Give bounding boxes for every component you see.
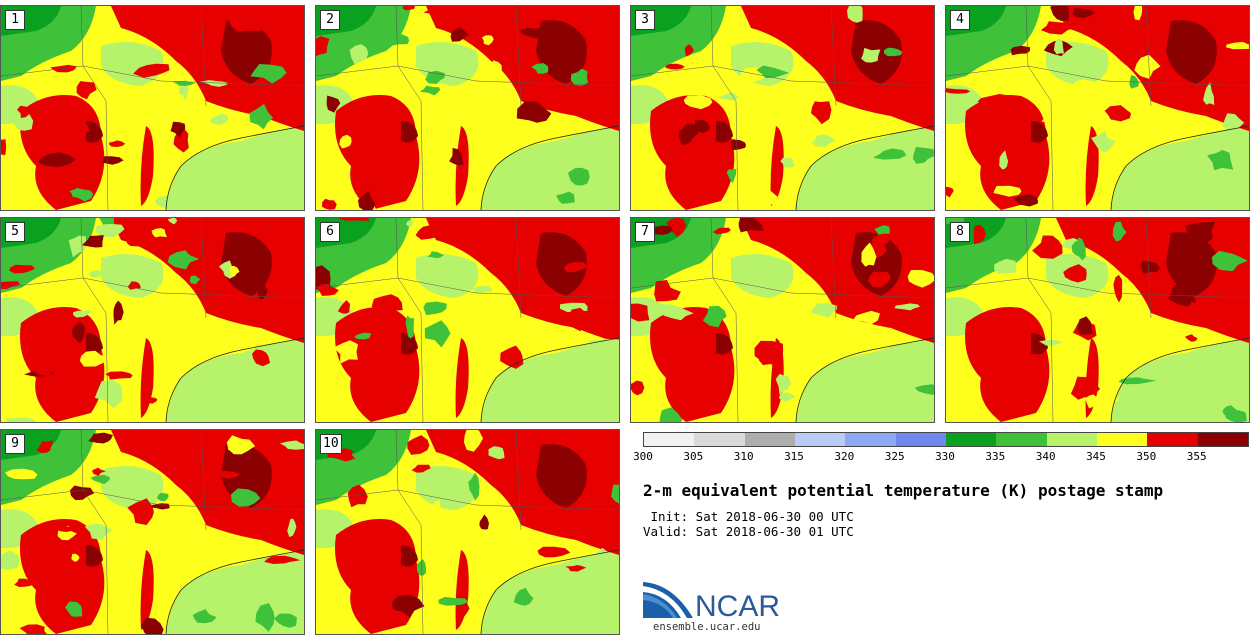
theta-e-map bbox=[316, 6, 619, 210]
colorbar-tick-label: 355 bbox=[1186, 450, 1207, 463]
theta-e-map bbox=[631, 6, 934, 210]
theta-e-map bbox=[946, 6, 1249, 210]
member-panel-9: 9 bbox=[0, 429, 305, 635]
init-time: Init: Sat 2018-06-30 00 UTC bbox=[643, 509, 854, 524]
theta-e-map bbox=[1, 218, 304, 422]
member-number-label: 7 bbox=[635, 222, 655, 242]
colorbar-segment bbox=[1197, 433, 1248, 446]
theta-e-map bbox=[316, 430, 619, 634]
member-number-label: 5 bbox=[5, 222, 25, 242]
colorbar-tick-label: 350 bbox=[1136, 450, 1157, 463]
member-number-label: 2 bbox=[320, 10, 340, 30]
member-panel-7: 7 bbox=[630, 217, 935, 423]
colorbar-segment bbox=[794, 433, 846, 446]
theta-e-map bbox=[631, 218, 934, 422]
ncar-logo: NCAR bbox=[643, 578, 793, 623]
colorbar-tick-labels: 300 305 310 315 320 325 330 335 340 345 350 355 bbox=[633, 450, 1247, 466]
colorbar-segment bbox=[1096, 433, 1148, 446]
theta-e-map bbox=[1, 430, 304, 634]
member-number-label: 3 bbox=[635, 10, 655, 30]
member-panel-8: 8 bbox=[945, 217, 1250, 423]
member-panel-2: 2 bbox=[315, 5, 620, 211]
colorbar-tick-label: 320 bbox=[834, 450, 855, 463]
colorbar-tick-label: 325 bbox=[884, 450, 905, 463]
colorbar-segment bbox=[996, 433, 1047, 446]
theta-e-map bbox=[316, 218, 619, 422]
colorbar-tick-label: 345 bbox=[1086, 450, 1106, 463]
colorbar-tick-label: 315 bbox=[784, 450, 804, 463]
map-title: 2-m equivalent potential temperature (K)… bbox=[643, 481, 1164, 500]
colorbar-tick-label: 330 bbox=[935, 450, 955, 463]
colorbar-segment bbox=[895, 433, 946, 446]
colorbar-segment bbox=[744, 433, 795, 446]
member-number-label: 6 bbox=[320, 222, 340, 242]
member-number-label: 4 bbox=[950, 10, 970, 30]
theta-e-map bbox=[946, 218, 1249, 422]
member-number-label: 10 bbox=[320, 434, 342, 454]
colorbar-segment bbox=[1147, 433, 1198, 446]
member-panel-6: 6 bbox=[315, 217, 620, 423]
member-number-label: 8 bbox=[950, 222, 970, 242]
member-panel-10: 10 bbox=[315, 429, 620, 635]
logo-text: NCAR bbox=[695, 590, 780, 623]
colorbar-segment bbox=[694, 433, 745, 446]
colorbar bbox=[643, 432, 1249, 447]
valid-time: Valid: Sat 2018-06-30 01 UTC bbox=[643, 524, 854, 539]
member-panel-1: 1 bbox=[0, 5, 305, 211]
colorbar-tick-label: 310 bbox=[733, 450, 754, 463]
colorbar-tick-label: 340 bbox=[1035, 450, 1056, 463]
colorbar-segment bbox=[644, 433, 695, 446]
colorbar-segment bbox=[1046, 433, 1097, 446]
site-url: ensemble.ucar.edu bbox=[653, 621, 761, 633]
colorbar-tick-label: 335 bbox=[985, 450, 1006, 463]
colorbar-segment bbox=[945, 433, 997, 446]
colorbar-segment bbox=[845, 433, 896, 446]
member-panel-5: 5 bbox=[0, 217, 305, 423]
colorbar-tick-label: 300 bbox=[633, 450, 653, 463]
member-panel-3: 3 bbox=[630, 5, 935, 211]
theta-e-map bbox=[1, 6, 304, 210]
member-number-label: 1 bbox=[5, 10, 25, 30]
member-panel-4: 4 bbox=[945, 5, 1250, 211]
colorbar-tick-label: 305 bbox=[683, 450, 704, 463]
member-number-label: 9 bbox=[5, 434, 25, 454]
